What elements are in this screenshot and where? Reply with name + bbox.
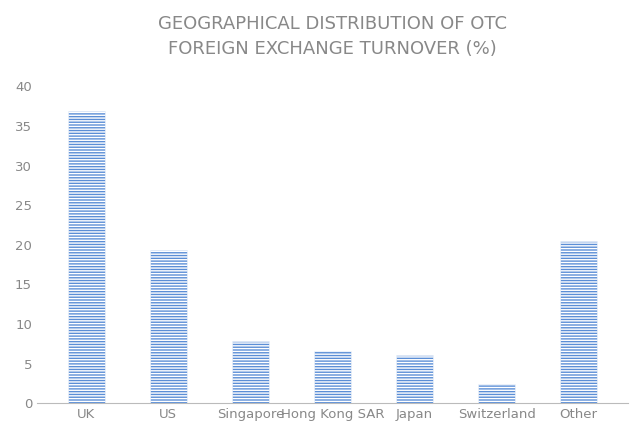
- Bar: [150, 249, 186, 403]
- Bar: [314, 351, 351, 403]
- Bar: [232, 341, 269, 403]
- Bar: [560, 241, 597, 403]
- Title: GEOGRAPHICAL DISTRIBUTION OF OTC
FOREIGN EXCHANGE TURNOVER (%): GEOGRAPHICAL DISTRIBUTION OF OTC FOREIGN…: [158, 15, 507, 58]
- Bar: [68, 111, 105, 403]
- Bar: [396, 355, 433, 403]
- Bar: [478, 384, 515, 403]
